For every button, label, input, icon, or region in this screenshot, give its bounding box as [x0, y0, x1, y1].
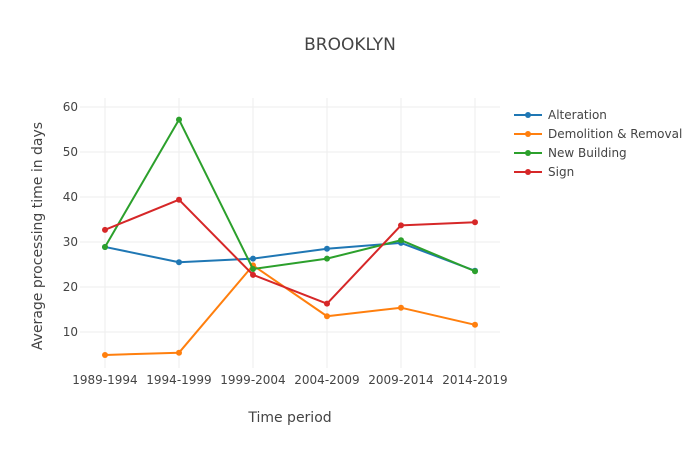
x-axis-title: Time period — [247, 410, 331, 426]
x-tick-label: 1999-2004 — [220, 373, 285, 387]
data-point — [472, 268, 478, 275]
data-point — [250, 266, 256, 272]
data-point — [176, 349, 182, 356]
y-tick-label: 10 — [63, 325, 78, 339]
data-point — [102, 351, 108, 358]
y-tick-label: 50 — [63, 145, 78, 159]
series-sign — [102, 196, 478, 307]
data-point — [398, 222, 404, 229]
legend-swatch-marker — [525, 169, 531, 175]
legend-swatch-marker — [525, 150, 531, 156]
legend-label: Sign — [548, 165, 574, 179]
data-point — [102, 243, 108, 250]
x-tick-label: 2014-2019 — [442, 373, 507, 387]
data-point — [324, 300, 330, 307]
data-point — [472, 219, 478, 226]
data-point — [398, 304, 404, 311]
legend-swatch-marker — [525, 131, 531, 137]
chart-title: BROOKLYN — [304, 35, 396, 55]
data-point — [176, 116, 182, 123]
data-point — [176, 259, 182, 266]
legend-item: Demolition & Removal — [514, 127, 682, 141]
x-tick-label: 1989-1994 — [72, 373, 137, 387]
series-line — [104, 118, 476, 273]
x-tick-label: 2009-2014 — [368, 373, 433, 387]
data-point — [324, 313, 330, 320]
y-axis-title: Average processing time in days — [30, 122, 46, 350]
series-demolition-removal — [102, 262, 478, 358]
series-new-building — [102, 116, 478, 275]
x-tick-label: 2004-2009 — [294, 373, 359, 387]
series-line — [104, 241, 476, 272]
legend-item: Sign — [514, 165, 574, 179]
series-lines — [102, 116, 478, 358]
data-point — [398, 237, 404, 244]
series-line — [104, 198, 476, 305]
data-point — [176, 196, 182, 203]
gridlines — [80, 98, 500, 368]
data-point — [324, 245, 330, 252]
data-point — [250, 271, 256, 278]
y-tick-label: 20 — [63, 280, 78, 294]
legend-item: Alteration — [514, 108, 607, 122]
y-tick-label: 40 — [63, 190, 78, 204]
y-tick-label: 30 — [63, 235, 78, 249]
axis-ticks: 10 20 30 40 50 60 1989-1994 1994-1999 1999-2004 2… — [63, 100, 508, 387]
legend-label: New Building — [548, 146, 627, 160]
legend-swatch-marker — [525, 112, 531, 118]
series-alteration — [102, 239, 478, 274]
series-line — [104, 264, 476, 356]
legend-item: New Building — [514, 146, 627, 160]
legend: Alteration Demolition & Removal New Buildi… — [514, 108, 682, 179]
data-point — [102, 226, 108, 233]
data-point — [250, 255, 256, 262]
legend-label: Demolition & Removal — [548, 127, 682, 141]
legend-label: Alteration — [548, 108, 607, 122]
x-tick-label: 1994-1999 — [146, 373, 211, 387]
y-tick-label: 60 — [63, 100, 78, 114]
data-point — [324, 255, 330, 262]
data-point — [472, 321, 478, 328]
